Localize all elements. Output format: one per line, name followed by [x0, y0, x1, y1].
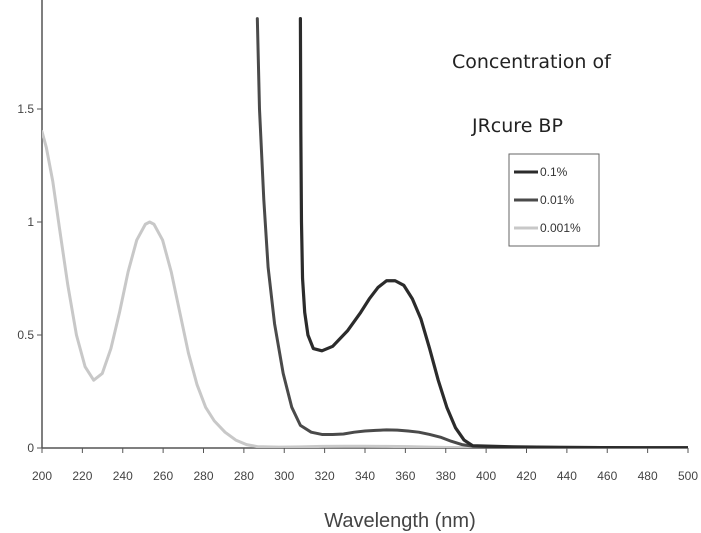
legend-entries: 0.1% 0.01% 0.001% [514, 165, 581, 235]
legend-label: 0.001% [540, 221, 581, 235]
series-line-0-001pct [42, 130, 688, 448]
x-axis-label: Wavelength (nm) [324, 510, 476, 532]
x-tick-label: 320 [315, 469, 335, 483]
legend-title-line1: Concentration of [452, 51, 612, 73]
legend: Concentration of JRcure BP 0.1% 0.01% 0.00… [452, 51, 612, 247]
x-tick-label: 380 [436, 469, 456, 483]
x-tick-label: 440 [557, 469, 577, 483]
x-tick-label: 480 [638, 469, 658, 483]
x-tick-label: 400 [476, 469, 496, 483]
series-lines [42, 17, 688, 448]
y-tick-label: 1 [27, 215, 34, 229]
x-tick-label: 200 [32, 469, 52, 483]
x-tick-label: 460 [597, 469, 617, 483]
x-tick-label: 360 [395, 469, 415, 483]
x-tick-label: 300 [274, 469, 294, 483]
y-tick-label: 1.5 [17, 102, 34, 116]
x-tick-label: 420 [516, 469, 536, 483]
y-tick-label: 0.5 [17, 328, 34, 342]
y-axis-ticks: 0 0.5 1 1.5 [17, 102, 42, 455]
series-line-0-1pct [298, 17, 688, 448]
x-tick-label: 240 [113, 469, 133, 483]
legend-label: 0.1% [540, 165, 568, 179]
legend-label: 0.01% [540, 193, 574, 207]
y-tick-label: 0 [27, 441, 34, 455]
x-tick-label: 500 [678, 469, 698, 483]
x-tick-label: 280 [234, 469, 254, 483]
x-tick-label: 220 [72, 469, 92, 483]
x-tick-label: 260 [153, 469, 173, 483]
x-tick-label: 280 [193, 469, 213, 483]
legend-title-line2: JRcure BP [471, 115, 563, 137]
x-tick-label: 340 [355, 469, 375, 483]
x-axis-ticks: 200 220 240 260 280 280 300 320 340 360 380 400 420 4… [32, 448, 698, 483]
